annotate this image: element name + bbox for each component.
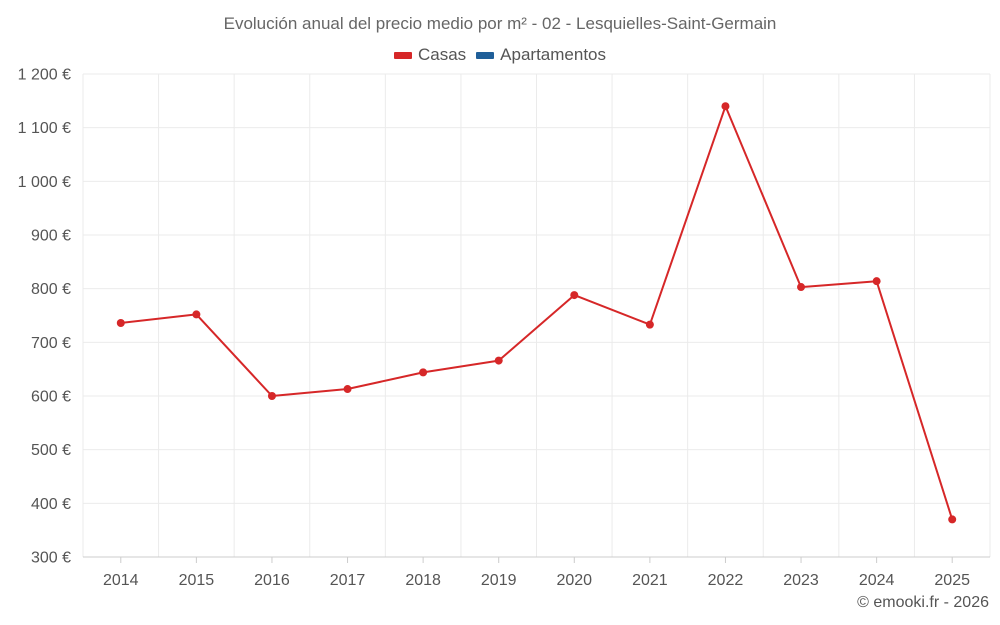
data-point — [116, 319, 125, 328]
y-tick-label: 500 € — [31, 442, 71, 459]
y-tick-label: 1 200 € — [18, 67, 71, 84]
x-tick-label: 2014 — [103, 572, 139, 589]
legend-label-apartamentos: Apartamentos — [500, 45, 607, 64]
legend-label-casas: Casas — [417, 45, 467, 64]
x-tick-label: 2020 — [556, 572, 592, 589]
data-point — [872, 277, 881, 286]
x-tick-label: 2016 — [254, 572, 290, 589]
x-tick-label: 2021 — [632, 572, 668, 589]
y-tick-label: 800 € — [31, 281, 71, 298]
data-point — [494, 356, 503, 365]
x-tick-label: 2018 — [405, 572, 441, 589]
legend-swatch-casas — [393, 51, 412, 59]
data-point — [797, 283, 806, 292]
y-tick-label: 900 € — [31, 228, 71, 245]
data-point — [948, 515, 957, 524]
chart-title: Evolución anual del precio medio por m² … — [223, 14, 777, 33]
data-point — [570, 291, 579, 300]
y-tick-label: 700 € — [31, 335, 71, 352]
x-tick-label: 2019 — [481, 572, 517, 589]
series-line-casas — [120, 105, 954, 520]
chart-credit: © emooki.fr - 2026 — [857, 594, 989, 611]
x-tick-label: 2024 — [859, 572, 895, 589]
y-tick-label: 1 000 € — [18, 174, 71, 191]
y-tick-label: 600 € — [31, 389, 71, 406]
chart-legend: Casas Apartamentos — [0, 45, 1000, 65]
x-tick-label: 2022 — [708, 572, 744, 589]
y-tick-label: 300 € — [31, 550, 71, 567]
legend-item-casas[interactable]: Casas — [393, 45, 467, 65]
legend-swatch-apartamentos — [476, 51, 495, 59]
data-point — [192, 310, 201, 319]
y-tick-label: 1 100 € — [18, 120, 71, 137]
data-point — [721, 102, 730, 111]
x-tick-label: 2017 — [330, 572, 366, 589]
x-tick-label: 2023 — [783, 572, 819, 589]
data-point — [419, 368, 428, 377]
y-tick-label: 400 € — [31, 496, 71, 513]
data-point — [645, 320, 654, 329]
x-tick-label: 2015 — [179, 572, 215, 589]
data-point — [343, 385, 352, 394]
data-point — [267, 392, 276, 400]
legend-item-apartamentos[interactable]: Apartamentos — [476, 45, 606, 65]
x-tick-label: 2025 — [934, 572, 970, 589]
